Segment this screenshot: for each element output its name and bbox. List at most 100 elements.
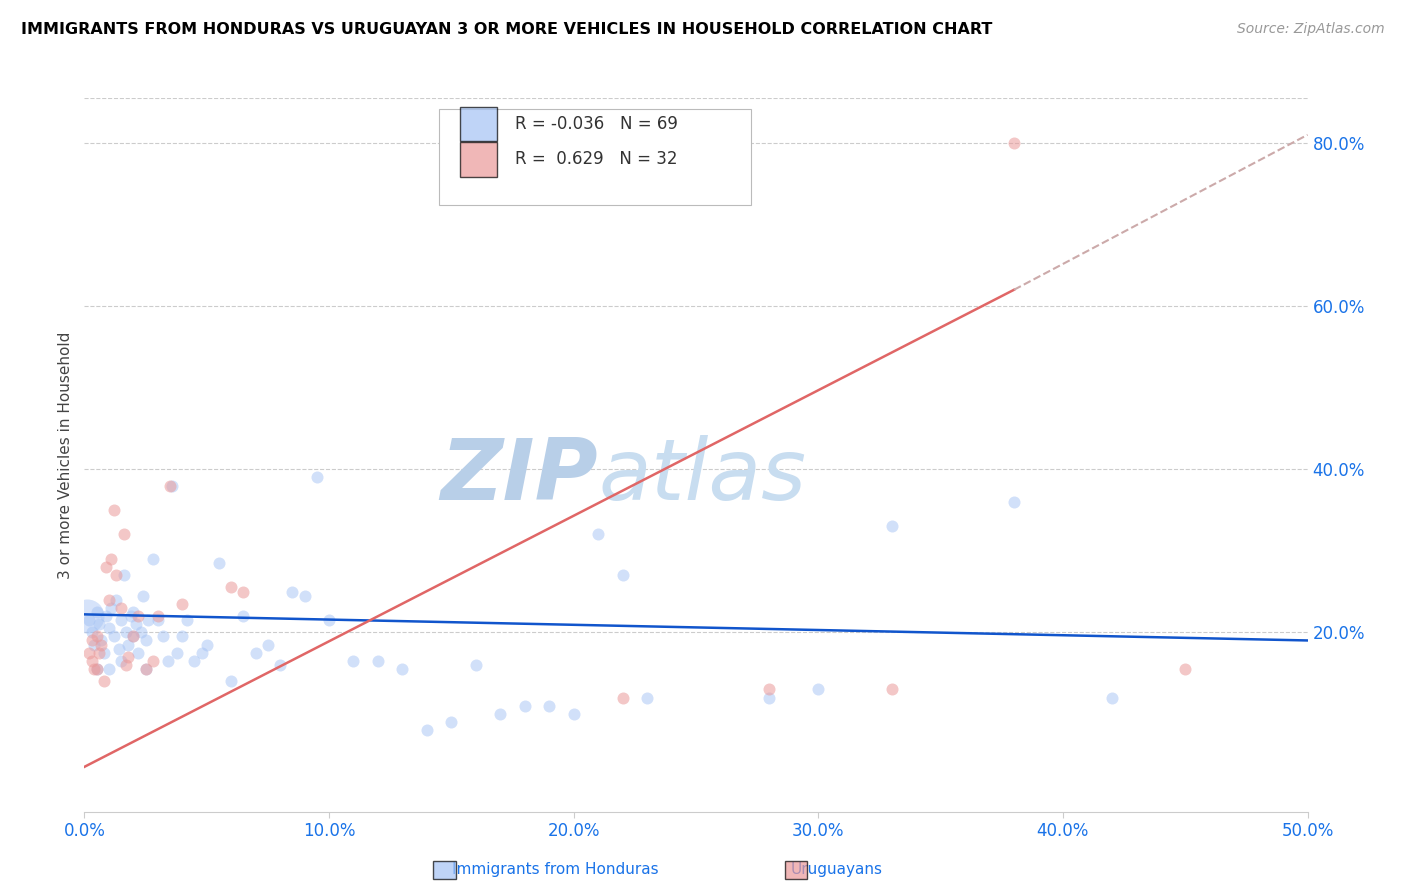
Point <box>76 609 98 624</box>
Point <box>90 633 112 648</box>
Point <box>132 589 155 603</box>
Point <box>758 682 780 697</box>
Point <box>166 646 188 660</box>
Point <box>135 633 157 648</box>
Point <box>77 613 100 627</box>
Point <box>86 605 108 619</box>
Point <box>142 654 165 668</box>
Point <box>416 723 439 738</box>
Point <box>87 646 110 660</box>
Point <box>257 638 280 652</box>
Point <box>86 629 108 643</box>
Point <box>135 662 157 676</box>
Point <box>100 552 122 566</box>
Point <box>125 617 148 632</box>
Point <box>77 646 100 660</box>
Point <box>880 682 903 697</box>
Point <box>87 617 110 632</box>
Point <box>281 584 304 599</box>
Point <box>245 646 267 660</box>
Point <box>103 503 125 517</box>
Text: IMMIGRANTS FROM HONDURAS VS URUGUAYAN 3 OR MORE VEHICLES IN HOUSEHOLD CORRELATIO: IMMIGRANTS FROM HONDURAS VS URUGUAYAN 3 … <box>21 22 993 37</box>
Point <box>115 625 138 640</box>
Point <box>136 613 159 627</box>
Point <box>127 646 149 660</box>
Point <box>880 519 903 533</box>
Point <box>122 605 145 619</box>
Point <box>96 609 118 624</box>
Point <box>105 568 128 582</box>
Point <box>80 625 103 640</box>
Point <box>120 609 142 624</box>
Point <box>105 592 128 607</box>
Point <box>86 662 108 676</box>
Point <box>232 584 254 599</box>
Point <box>1174 662 1197 676</box>
Text: ZIP: ZIP <box>440 434 598 518</box>
Point <box>93 674 115 689</box>
Point <box>562 706 585 721</box>
Point <box>391 662 413 676</box>
Point <box>195 638 218 652</box>
Point <box>110 654 132 668</box>
Point <box>83 638 105 652</box>
Text: R = -0.036   N = 69: R = -0.036 N = 69 <box>515 115 678 133</box>
Point <box>142 552 165 566</box>
Point <box>80 654 103 668</box>
Point <box>97 592 120 607</box>
Point <box>172 597 194 611</box>
Point <box>117 638 139 652</box>
Point <box>86 662 108 676</box>
Point <box>489 706 512 721</box>
Point <box>440 714 463 729</box>
Point <box>1002 495 1025 509</box>
Point <box>367 654 389 668</box>
Y-axis label: 3 or more Vehicles in Household: 3 or more Vehicles in Household <box>58 331 73 579</box>
Point <box>513 698 536 713</box>
FancyBboxPatch shape <box>460 107 496 141</box>
FancyBboxPatch shape <box>460 143 496 177</box>
Point <box>318 613 340 627</box>
Point <box>135 662 157 676</box>
Point <box>97 621 120 635</box>
Point <box>612 568 634 582</box>
Point <box>219 581 242 595</box>
Point <box>96 560 118 574</box>
Point <box>305 470 328 484</box>
Point <box>122 629 145 643</box>
Point <box>232 609 254 624</box>
Point <box>636 690 658 705</box>
Point <box>586 527 609 541</box>
Point <box>183 654 205 668</box>
Point <box>110 600 132 615</box>
Point <box>342 654 364 668</box>
Point <box>112 527 135 541</box>
Point <box>162 478 184 492</box>
Point <box>100 600 122 615</box>
Point <box>127 609 149 624</box>
Point <box>83 662 105 676</box>
Point <box>117 649 139 664</box>
Point <box>464 657 486 672</box>
Point <box>191 646 214 660</box>
Point <box>112 568 135 582</box>
Point <box>80 633 103 648</box>
Point <box>107 641 129 656</box>
Point <box>219 674 242 689</box>
Point <box>110 613 132 627</box>
Text: Source: ZipAtlas.com: Source: ZipAtlas.com <box>1237 22 1385 37</box>
Point <box>103 629 125 643</box>
Point <box>115 657 138 672</box>
Point <box>208 556 231 570</box>
Text: atlas: atlas <box>598 434 806 518</box>
Point <box>538 698 561 713</box>
Point <box>1101 690 1123 705</box>
Point <box>156 654 179 668</box>
Point <box>146 613 169 627</box>
Point <box>612 690 634 705</box>
Point <box>159 478 181 492</box>
Point <box>90 638 112 652</box>
Point <box>294 589 316 603</box>
Point <box>129 625 152 640</box>
Text: Uruguayans: Uruguayans <box>790 863 883 877</box>
